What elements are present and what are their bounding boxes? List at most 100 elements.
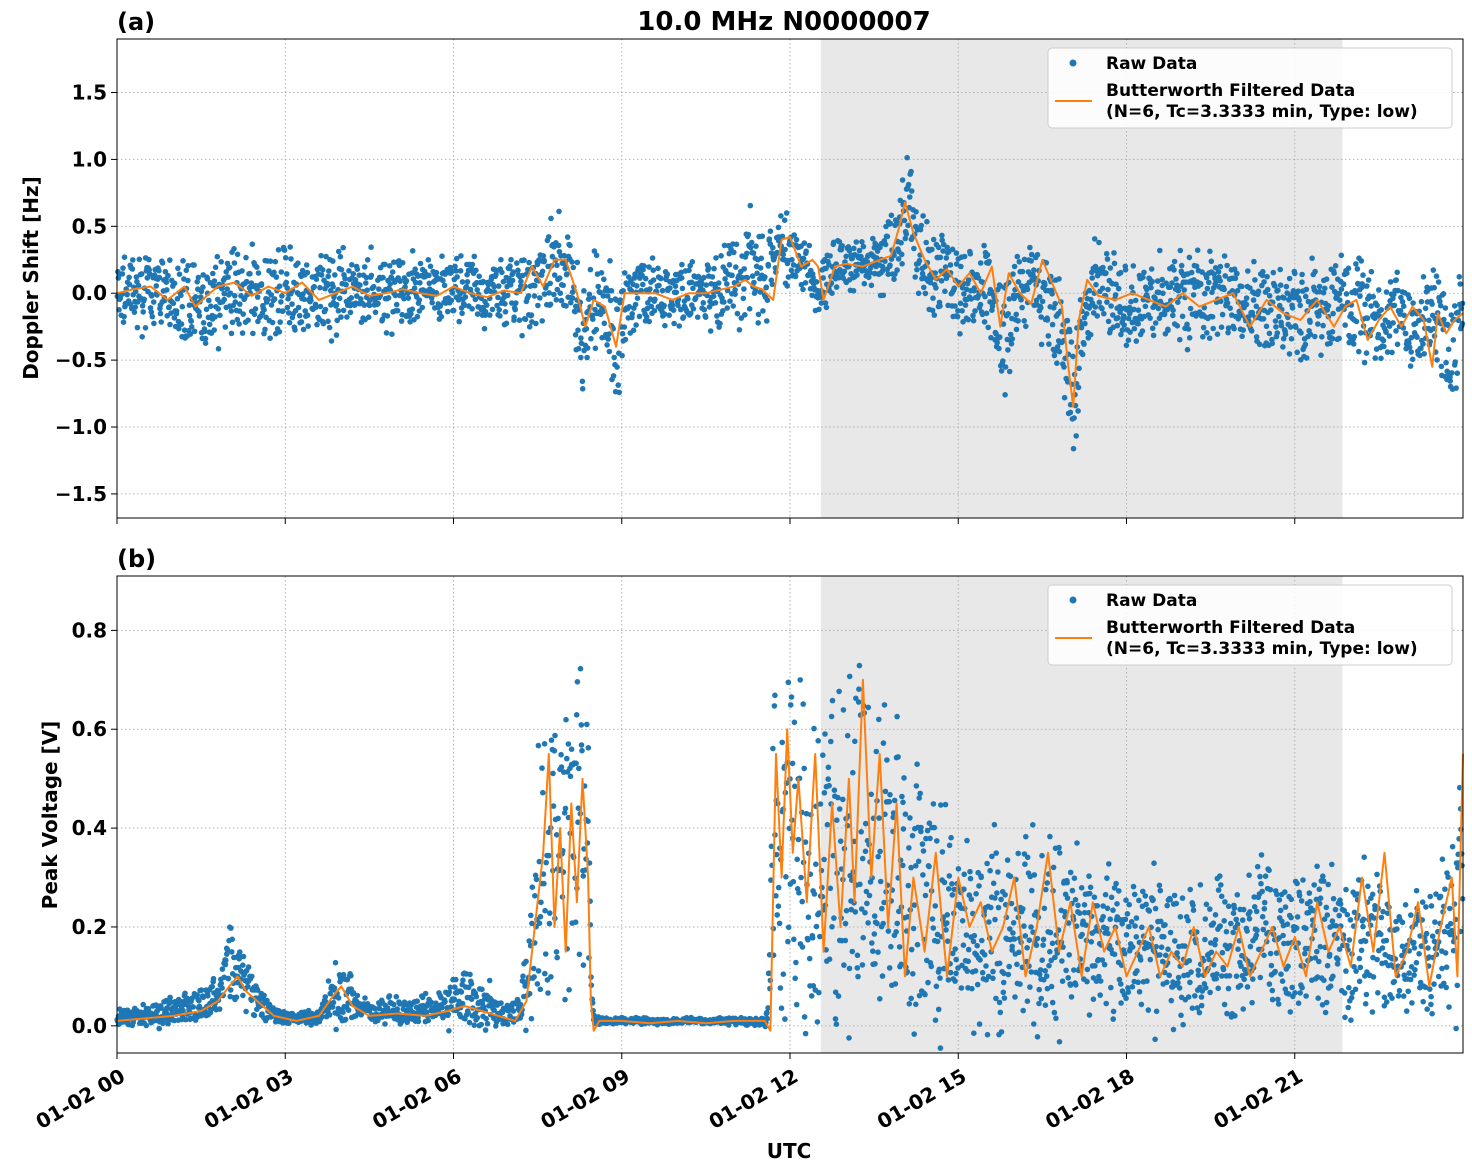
raw-data-point [1442, 305, 1449, 311]
raw-data-point [873, 255, 880, 261]
raw-data-point [267, 335, 273, 342]
raw-data-point [586, 291, 593, 298]
raw-data-point [741, 286, 747, 292]
raw-data-point [332, 959, 339, 966]
raw-data-point [738, 315, 745, 321]
raw-data-point [1207, 248, 1213, 255]
raw-data-point [1052, 348, 1058, 355]
raw-data-point [224, 286, 230, 292]
raw-data-point [1177, 336, 1183, 343]
raw-data-point [200, 320, 207, 326]
raw-data-point [936, 966, 943, 973]
raw-data-point [189, 995, 195, 1001]
raw-data-point [981, 319, 988, 325]
raw-data-point [1084, 966, 1091, 973]
raw-data-point [1160, 290, 1166, 297]
raw-data-point [785, 924, 792, 931]
raw-data-point [364, 287, 370, 294]
raw-data-point [707, 328, 714, 334]
raw-data-point [202, 335, 209, 342]
raw-data-point [229, 936, 235, 943]
raw-data-point [578, 722, 585, 728]
raw-data-point [1167, 896, 1173, 903]
raw-data-point [895, 256, 902, 262]
raw-data-point [1206, 279, 1212, 286]
raw-data-point [252, 306, 259, 312]
raw-data-point [126, 281, 133, 288]
raw-data-point [120, 265, 126, 271]
raw-data-point [1050, 864, 1057, 871]
raw-data-point [703, 282, 710, 288]
raw-data-point [1123, 995, 1129, 1002]
raw-data-point [1276, 313, 1282, 320]
raw-data-point [1078, 324, 1085, 331]
raw-data-point [567, 242, 573, 249]
raw-data-point [1289, 984, 1295, 991]
raw-data-point [670, 307, 677, 314]
raw-data-point [269, 319, 276, 326]
raw-data-point [677, 306, 684, 313]
raw-data-point [354, 266, 361, 273]
raw-data-point [898, 240, 904, 246]
raw-data-point [1099, 285, 1106, 292]
raw-data-point [758, 255, 765, 262]
raw-data-point [340, 1009, 346, 1015]
raw-data-point [835, 993, 842, 999]
raw-data-point [1045, 333, 1052, 339]
raw-data-point [938, 802, 944, 808]
raw-data-point [960, 319, 966, 325]
raw-data-point [1218, 882, 1224, 888]
raw-data-point [450, 307, 457, 314]
raw-data-point [560, 282, 566, 289]
raw-data-point [1060, 944, 1066, 950]
raw-data-point [802, 839, 809, 845]
raw-data-point [826, 956, 833, 962]
raw-data-point [412, 279, 419, 286]
raw-data-point [828, 713, 835, 720]
raw-data-point [497, 313, 503, 319]
raw-data-point [330, 283, 336, 290]
raw-data-point [1014, 253, 1021, 260]
raw-data-point [970, 938, 977, 945]
raw-data-point [1260, 316, 1267, 322]
raw-data-point [1067, 869, 1074, 876]
raw-data-point [905, 882, 912, 889]
raw-data-point [536, 920, 543, 926]
raw-data-point [214, 253, 221, 260]
raw-data-point [340, 307, 347, 314]
raw-data-point [459, 279, 466, 285]
raw-data-point [1362, 301, 1368, 308]
raw-data-point [1240, 327, 1246, 333]
raw-data-point [486, 977, 493, 984]
raw-data-point [993, 995, 999, 1002]
raw-data-point [564, 271, 570, 277]
raw-data-point [1082, 320, 1088, 327]
raw-data-point [304, 312, 311, 319]
raw-data-point [900, 826, 907, 832]
raw-data-point [1247, 909, 1253, 915]
raw-data-point [504, 292, 511, 299]
raw-data-point [231, 260, 238, 266]
raw-data-point [1256, 341, 1263, 348]
raw-data-point [641, 263, 647, 269]
raw-data-point [780, 251, 787, 258]
raw-data-point [1157, 247, 1163, 254]
raw-data-point [243, 254, 249, 261]
raw-data-point [896, 908, 902, 915]
raw-data-point [254, 987, 261, 993]
raw-data-point [187, 331, 194, 337]
raw-data-point [702, 314, 709, 321]
raw-data-point [942, 801, 949, 808]
raw-data-point [983, 310, 990, 317]
raw-data-point [1204, 285, 1211, 292]
raw-data-point [822, 300, 829, 306]
raw-data-point [650, 277, 657, 283]
raw-data-point [957, 331, 963, 337]
raw-data-point [192, 294, 199, 300]
raw-data-point [348, 972, 354, 979]
raw-data-point [1342, 322, 1348, 328]
raw-data-point [1218, 893, 1225, 900]
raw-data-point [453, 976, 459, 983]
raw-data-point [595, 283, 601, 290]
raw-data-point [1038, 314, 1044, 320]
